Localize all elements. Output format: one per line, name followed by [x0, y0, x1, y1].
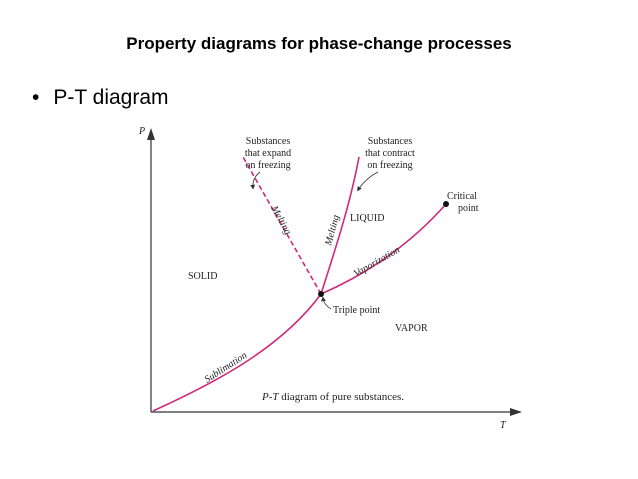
- vaporization-curve: [320, 203, 447, 295]
- contract-note-line2: that contract: [365, 148, 415, 159]
- caption-rest: diagram of pure substances.: [279, 391, 405, 403]
- critical-point-marker: [443, 201, 449, 207]
- vapor-region-label: VAPOR: [395, 323, 428, 334]
- triple-point-marker: [318, 291, 324, 297]
- bullet-item: • P-T diagram: [32, 86, 169, 110]
- triple-leader: [321, 296, 332, 310]
- sublimation-label: Sublimation: [203, 350, 250, 386]
- bullet-dot: •: [32, 86, 40, 109]
- x-axis-arrow: [510, 408, 522, 416]
- expand-leader: [250, 171, 261, 190]
- diagram-caption: P-T diagram of pure substances.: [261, 391, 404, 403]
- contract-note: Substances that contract on freezing: [365, 136, 415, 171]
- melting-contract-label: Melting: [323, 214, 342, 248]
- y-axis-label: P: [138, 126, 145, 137]
- liquid-region-label: LIQUID: [350, 213, 384, 224]
- expand-note-line1: Substances: [246, 136, 291, 147]
- contract-note-line3: on freezing: [367, 160, 412, 171]
- critical-note-line2: point: [458, 203, 479, 214]
- contract-note-line1: Substances: [368, 136, 413, 147]
- triple-point-label: Triple point: [333, 305, 380, 316]
- critical-note-line1: Critical: [447, 191, 477, 202]
- slide-title: Property diagrams for phase-change proce…: [126, 34, 512, 53]
- melting-curve-expand: [242, 156, 322, 295]
- expand-note-line2: that expand: [245, 148, 291, 159]
- contract-leader: [357, 171, 379, 192]
- melting-expand-label: Melting: [268, 203, 293, 236]
- bullet-text: P-T diagram: [53, 86, 169, 109]
- sublimation-curve: [152, 293, 322, 412]
- melting-curve-contract: [320, 156, 360, 295]
- solid-region-label: SOLID: [188, 271, 217, 282]
- expand-note-line3: on freezing: [245, 160, 290, 171]
- x-axis-label: T: [500, 420, 507, 431]
- critical-note: Critical point: [447, 191, 479, 214]
- vaporization-label: Vaporization: [352, 245, 402, 280]
- expand-note: Substances that expand on freezing: [245, 136, 291, 171]
- y-axis-arrow: [147, 128, 155, 140]
- caption-italic: P-T: [261, 391, 279, 403]
